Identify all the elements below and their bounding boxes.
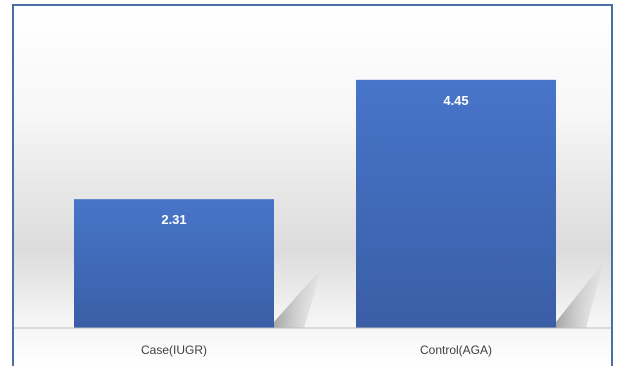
data-label: 2.31 — [161, 212, 186, 227]
x-tick-label: Control(AGA) — [420, 343, 492, 357]
bar-control-aga — [356, 79, 556, 328]
bar-shadow — [274, 270, 320, 328]
bar-shadow — [556, 264, 602, 328]
x-tick-label: Case(IUGR) — [141, 343, 207, 357]
data-label: 4.45 — [443, 93, 468, 108]
bar-case-iugr — [74, 199, 274, 328]
